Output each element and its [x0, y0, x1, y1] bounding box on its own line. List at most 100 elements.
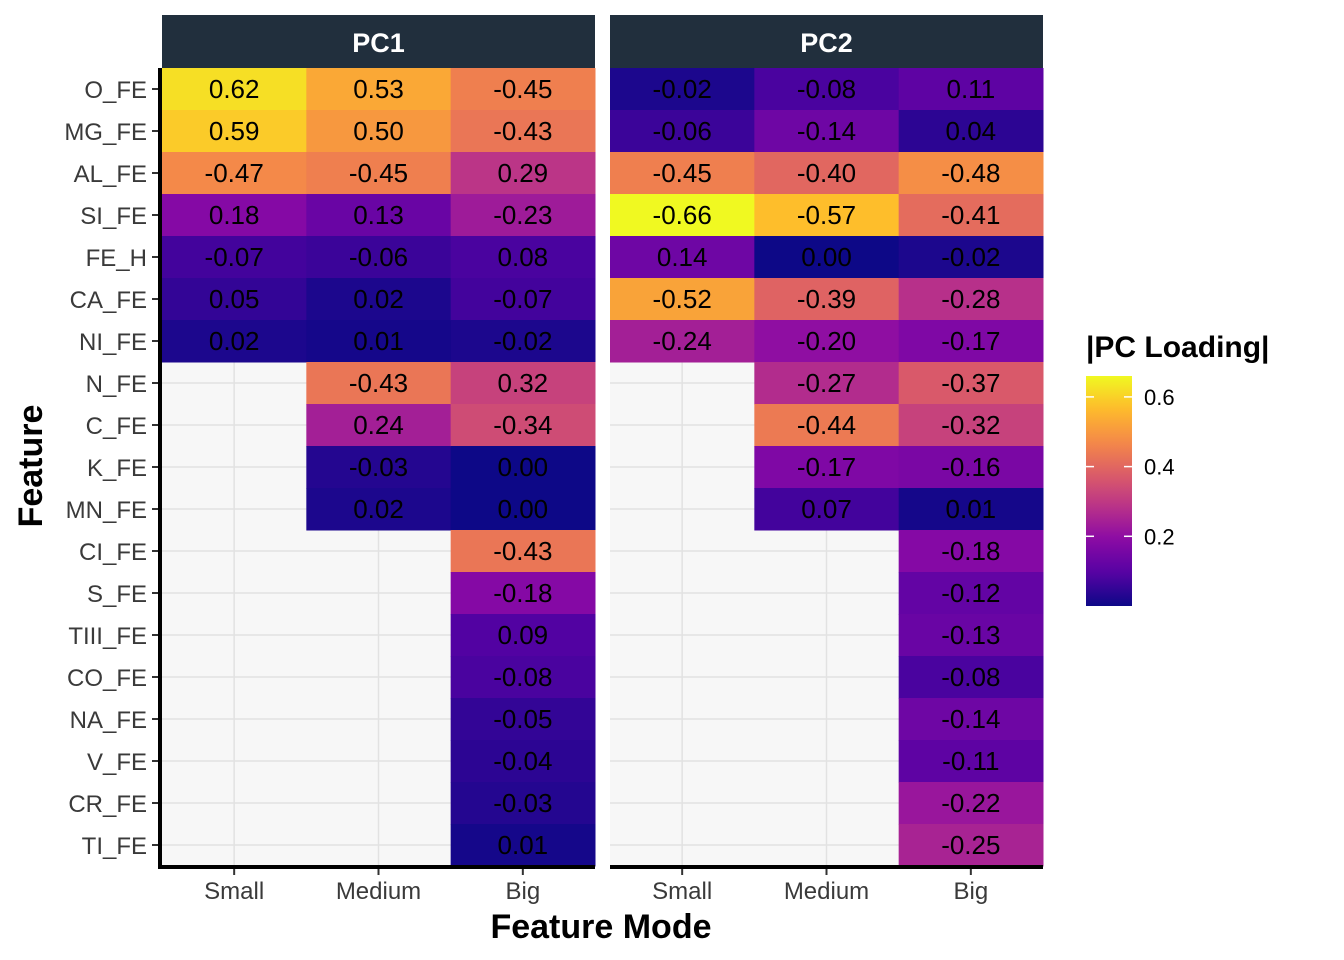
y-tick-label: MG_FE: [64, 119, 147, 146]
cell-label: -0.39: [797, 284, 856, 314]
y-tick-label: NA_FE: [70, 707, 147, 734]
y-tick-label: V_FE: [87, 749, 147, 776]
cell-label: -0.66: [653, 200, 712, 230]
heatmap-cell: [306, 404, 452, 447]
cell-label: 0.04: [946, 116, 997, 146]
cell-label: 0.24: [353, 410, 404, 440]
heatmap-cell: [898, 530, 1044, 573]
cell-label: -0.06: [653, 116, 712, 146]
heatmap-cell: [754, 362, 900, 405]
heatmap-cell: [754, 152, 900, 195]
x-tick-label: Big: [505, 878, 540, 905]
cell-label: 0.29: [498, 158, 549, 188]
heatmap-cell: [898, 698, 1044, 741]
heatmap-cell: [898, 740, 1044, 783]
cell-label: 0.01: [946, 494, 997, 524]
cell-label: -0.44: [797, 410, 856, 440]
cell-label: -0.02: [941, 242, 1000, 272]
y-axis-title: Feature: [12, 405, 50, 528]
heatmap-cell: [898, 320, 1044, 363]
heatmap-cell: [306, 152, 452, 195]
cell-label: -0.25: [941, 830, 1000, 860]
heatmap-cell: [898, 446, 1044, 489]
heatmap-cell: [898, 824, 1044, 867]
cell-label: -0.12: [941, 578, 1000, 608]
cell-label: -0.27: [797, 368, 856, 398]
cell-label: -0.24: [653, 326, 712, 356]
cell-label: 0.32: [498, 368, 549, 398]
heatmap-cell: [610, 236, 755, 279]
cell-label: -0.41: [941, 200, 1000, 230]
cell-label: -0.07: [493, 284, 552, 314]
y-tick-label: AL_FE: [74, 161, 147, 188]
cell-label: -0.22: [941, 788, 1000, 818]
cell-label: 0.02: [353, 494, 404, 524]
y-tick-label: CA_FE: [70, 287, 147, 314]
cell-label: 0.62: [209, 74, 260, 104]
heatmap-cell: [450, 68, 596, 111]
cell-label: -0.04: [493, 746, 552, 776]
legend-title: |PC Loading|: [1086, 331, 1269, 364]
panels-layer: PC1 0.62 0.59 -0.47 0.18 -0.07 0.05 0.02 0.53 0.5…: [162, 15, 1044, 869]
legend-tick-label: 0.2: [1144, 524, 1175, 549]
cell-label: -0.32: [941, 410, 1000, 440]
heatmap-cell: [450, 782, 596, 825]
heatmap-cell: [162, 236, 307, 279]
x-tick-label: Medium: [336, 878, 421, 905]
panel-header: [162, 15, 595, 68]
cell-label: -0.37: [941, 368, 1000, 398]
heatmap-cell: [450, 194, 596, 237]
heatmap-cell: [450, 278, 596, 321]
legend-colorbar: [1086, 376, 1132, 606]
heatmap-cell: [898, 656, 1044, 699]
panel-pc2: PC2 -0.02 -0.06 -0.45 -0.66 0.14 -0.52 -0.24 -0.…: [610, 15, 1044, 869]
heatmap-cell: [898, 404, 1044, 447]
cell-label: 0.59: [209, 116, 260, 146]
cell-label: -0.23: [493, 200, 552, 230]
heatmap-cell: [306, 320, 452, 363]
x-axis: Small Medium Big Small Medium Big: [204, 869, 988, 905]
legend: |PC Loading| 0.2 0.4 0.6: [1086, 331, 1269, 606]
cell-label: 0.05: [209, 284, 260, 314]
y-tick-label: CR_FE: [68, 791, 147, 818]
cell-label: -0.18: [493, 578, 552, 608]
heatmap-cell: [898, 782, 1044, 825]
cell-label: -0.14: [941, 704, 1000, 734]
cell-label: 0.07: [801, 494, 852, 524]
y-tick-label: MN_FE: [66, 497, 147, 524]
panel-pc1: PC1 0.62 0.59 -0.47 0.18 -0.07 0.05 0.02 0.53 0.5…: [162, 15, 596, 869]
heatmap-cell: [898, 194, 1044, 237]
heatmap-cell: [754, 320, 900, 363]
heatmap-cell: [610, 110, 755, 153]
heatmap-cell: [450, 152, 596, 195]
heatmap-cell: [898, 68, 1044, 111]
heatmap-cell: [898, 614, 1044, 657]
cell-label: 0.00: [498, 494, 549, 524]
x-axis-title: Feature Mode: [490, 908, 711, 946]
cell-label: 0.08: [498, 242, 549, 272]
cell-label: -0.45: [493, 74, 552, 104]
heatmap-cell: [450, 656, 596, 699]
heatmap-cell: [610, 152, 755, 195]
cell-label: -0.20: [797, 326, 856, 356]
heatmap-cell: [306, 362, 452, 405]
legend-tick-label: 0.4: [1144, 455, 1175, 480]
heatmap-cell: [610, 278, 755, 321]
heatmap-cell: [450, 530, 596, 573]
heatmap-cell: [450, 572, 596, 615]
cell-label: -0.08: [797, 74, 856, 104]
panel-title: PC2: [800, 28, 853, 58]
cell-label: -0.57: [797, 200, 856, 230]
cell-label: -0.48: [941, 158, 1000, 188]
heatmap-cell: [450, 110, 596, 153]
cell-label: -0.08: [493, 662, 552, 692]
cell-label: 0.50: [353, 116, 404, 146]
cell-label: -0.02: [493, 326, 552, 356]
cell-label: -0.43: [493, 536, 552, 566]
heatmap-cell: [162, 194, 307, 237]
heatmap-cell: [162, 68, 307, 111]
y-tick-label: NI_FE: [79, 329, 147, 356]
cell-label: -0.05: [493, 704, 552, 734]
cell-label: 0.53: [353, 74, 404, 104]
